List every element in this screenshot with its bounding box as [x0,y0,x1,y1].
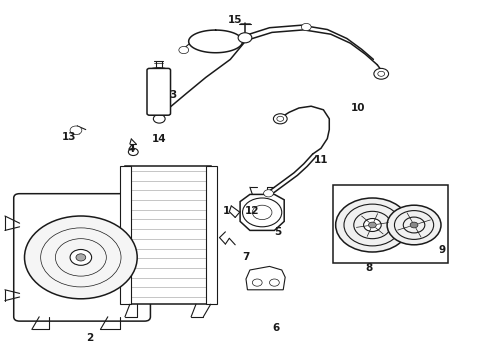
Circle shape [364,219,381,231]
Circle shape [378,71,385,76]
Text: 2: 2 [86,333,93,343]
Circle shape [153,114,165,123]
Polygon shape [125,166,211,304]
Circle shape [374,68,389,79]
Text: 15: 15 [228,15,243,25]
FancyBboxPatch shape [147,68,171,115]
Polygon shape [240,194,284,230]
Circle shape [238,33,252,43]
Circle shape [301,23,311,31]
Circle shape [264,190,273,197]
Text: 8: 8 [365,263,372,273]
Text: 1: 1 [223,206,230,216]
Circle shape [336,198,409,252]
Polygon shape [65,244,97,265]
Circle shape [24,216,137,299]
Text: 11: 11 [314,155,328,165]
FancyBboxPatch shape [333,185,448,263]
Text: 5: 5 [274,227,282,237]
Circle shape [128,148,138,156]
Text: 13: 13 [61,132,76,142]
Text: 14: 14 [152,134,167,144]
Circle shape [368,222,376,228]
FancyBboxPatch shape [14,194,150,321]
Circle shape [410,222,418,228]
Text: 4: 4 [127,144,135,154]
Text: 12: 12 [245,206,260,216]
Circle shape [387,205,441,245]
Polygon shape [206,166,217,304]
Polygon shape [120,166,131,304]
Text: 10: 10 [350,103,365,113]
Text: 7: 7 [243,252,250,262]
Circle shape [179,46,189,54]
Circle shape [76,254,86,261]
Text: 9: 9 [439,245,446,255]
Polygon shape [246,266,285,290]
Text: 6: 6 [272,323,279,333]
Circle shape [70,249,92,265]
Circle shape [273,114,287,124]
Circle shape [70,126,82,135]
Text: 3: 3 [169,90,176,100]
